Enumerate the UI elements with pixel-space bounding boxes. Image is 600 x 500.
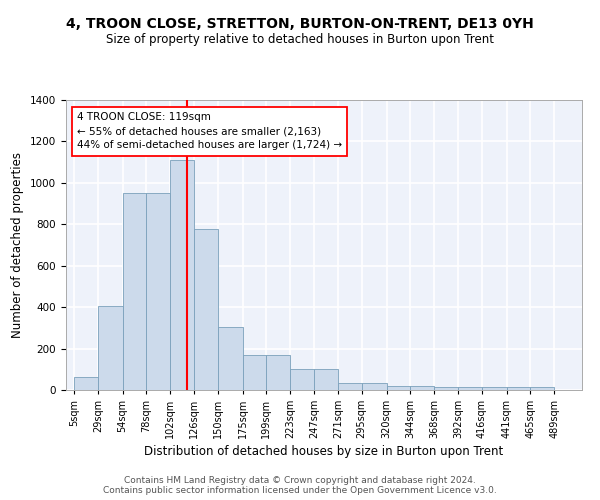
Bar — [170, 160, 194, 390]
Bar — [146, 193, 170, 390]
Bar — [194, 230, 218, 390]
Bar — [314, 370, 338, 390]
Bar — [266, 355, 290, 390]
Bar — [482, 387, 506, 390]
Text: 4 TROON CLOSE: 119sqm
← 55% of detached houses are smaller (2,163)
44% of semi-d: 4 TROON CLOSE: 119sqm ← 55% of detached … — [77, 112, 342, 150]
Bar — [74, 376, 98, 390]
Bar — [362, 383, 386, 390]
Bar — [506, 387, 530, 390]
Bar — [98, 306, 122, 390]
Bar — [530, 387, 554, 390]
Bar — [290, 370, 314, 390]
Text: 4, TROON CLOSE, STRETTON, BURTON-ON-TRENT, DE13 0YH: 4, TROON CLOSE, STRETTON, BURTON-ON-TREN… — [66, 18, 534, 32]
Bar — [338, 383, 362, 390]
Bar — [458, 387, 482, 390]
Bar — [122, 193, 146, 390]
Bar — [410, 386, 434, 390]
Y-axis label: Number of detached properties: Number of detached properties — [11, 152, 25, 338]
Bar — [242, 355, 266, 390]
Bar — [434, 387, 458, 390]
Text: Contains HM Land Registry data © Crown copyright and database right 2024.
Contai: Contains HM Land Registry data © Crown c… — [103, 476, 497, 495]
X-axis label: Distribution of detached houses by size in Burton upon Trent: Distribution of detached houses by size … — [145, 446, 503, 458]
Bar — [218, 327, 242, 390]
Text: Size of property relative to detached houses in Burton upon Trent: Size of property relative to detached ho… — [106, 32, 494, 46]
Bar — [386, 386, 410, 390]
